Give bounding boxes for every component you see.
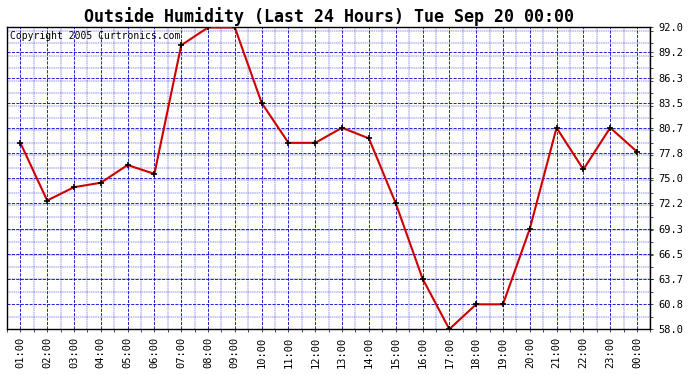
Title: Outside Humidity (Last 24 Hours) Tue Sep 20 00:00: Outside Humidity (Last 24 Hours) Tue Sep… [83, 7, 573, 26]
Text: Copyright 2005 Curtronics.com: Copyright 2005 Curtronics.com [10, 30, 181, 40]
